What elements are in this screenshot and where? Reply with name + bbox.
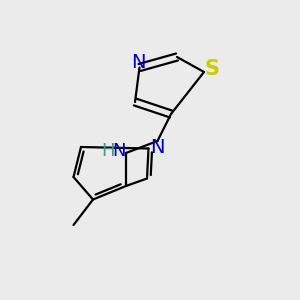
Text: N: N — [113, 142, 126, 160]
Text: S: S — [205, 59, 220, 79]
Text: N: N — [150, 138, 165, 158]
Text: H: H — [101, 142, 115, 160]
Text: N: N — [131, 52, 145, 72]
